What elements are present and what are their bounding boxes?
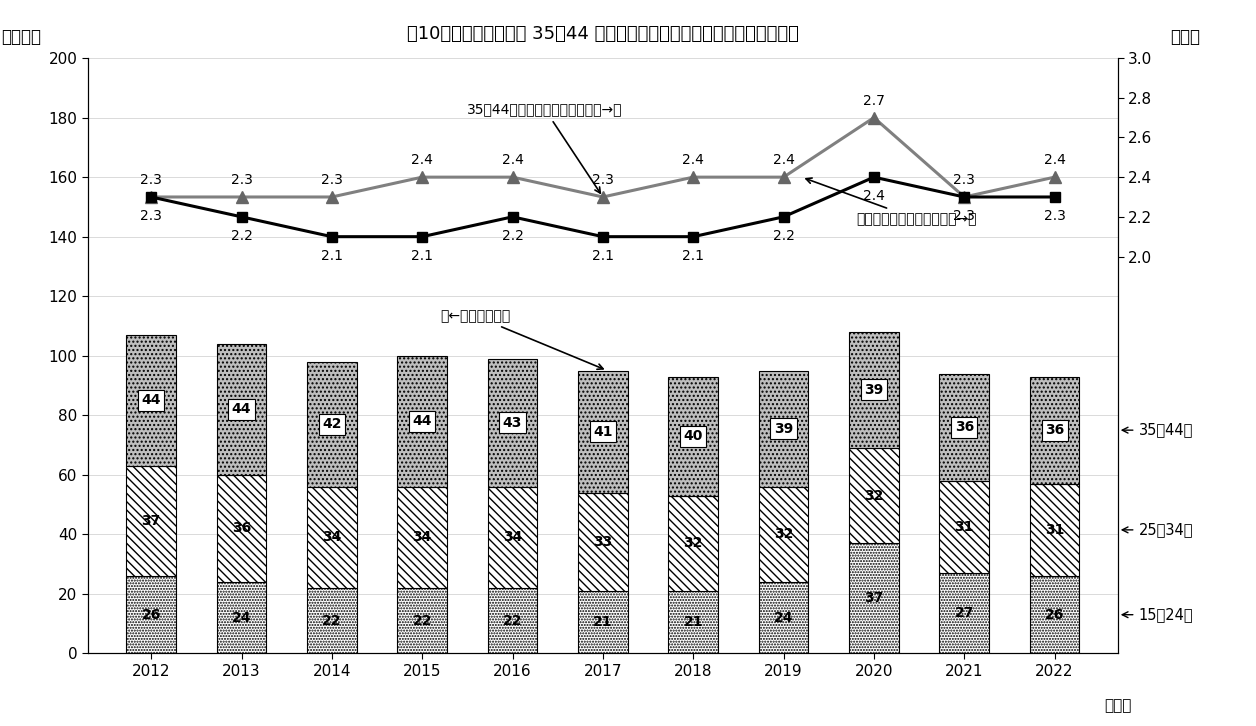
Text: 2.4: 2.4 bbox=[1044, 153, 1065, 167]
Text: （←左目盛）実数: （←左目盛）実数 bbox=[441, 309, 603, 370]
Text: 32: 32 bbox=[774, 527, 794, 542]
Text: 26: 26 bbox=[1045, 608, 1064, 621]
Text: 2.4: 2.4 bbox=[411, 153, 433, 167]
Text: 32: 32 bbox=[683, 537, 703, 550]
Text: 35～44歳: 35～44歳 bbox=[1122, 423, 1193, 438]
Bar bbox=[127, 576, 176, 653]
Text: 2.3: 2.3 bbox=[322, 173, 343, 187]
Text: 34: 34 bbox=[322, 530, 342, 544]
Text: 21: 21 bbox=[593, 615, 613, 629]
Text: 27: 27 bbox=[955, 606, 973, 620]
Text: 2.2: 2.2 bbox=[772, 229, 795, 242]
Text: 22: 22 bbox=[412, 613, 432, 628]
Bar bbox=[849, 543, 899, 653]
Text: 42: 42 bbox=[322, 417, 342, 431]
Bar bbox=[668, 377, 718, 496]
Bar bbox=[487, 588, 538, 653]
Bar bbox=[1030, 484, 1079, 576]
Bar bbox=[1030, 377, 1079, 484]
Bar bbox=[306, 362, 357, 486]
Text: 2.1: 2.1 bbox=[592, 248, 614, 263]
Bar bbox=[306, 588, 357, 653]
Text: 2.4: 2.4 bbox=[682, 153, 705, 167]
Text: 34: 34 bbox=[412, 530, 432, 544]
Text: 36: 36 bbox=[232, 521, 251, 535]
Bar bbox=[397, 486, 447, 588]
Text: 37: 37 bbox=[864, 592, 883, 605]
Text: 2.1: 2.1 bbox=[320, 248, 343, 263]
Text: 24: 24 bbox=[232, 611, 251, 624]
Text: 41: 41 bbox=[593, 425, 613, 439]
Text: 32: 32 bbox=[864, 489, 884, 502]
Text: 2.3: 2.3 bbox=[141, 173, 162, 187]
Bar bbox=[397, 356, 447, 486]
Text: 39: 39 bbox=[774, 422, 794, 436]
Text: 31: 31 bbox=[1045, 523, 1064, 537]
Text: 44: 44 bbox=[142, 393, 161, 407]
Text: 2.1: 2.1 bbox=[682, 248, 705, 263]
Text: 44: 44 bbox=[232, 402, 251, 416]
Text: 2.3: 2.3 bbox=[953, 173, 975, 187]
Bar bbox=[306, 486, 357, 588]
Text: 40: 40 bbox=[683, 429, 703, 443]
Text: 22: 22 bbox=[502, 613, 522, 628]
Text: （％）: （％） bbox=[1169, 28, 1199, 46]
Text: 44: 44 bbox=[412, 415, 432, 428]
Text: 34: 34 bbox=[502, 530, 522, 544]
Bar bbox=[217, 582, 266, 653]
Text: 43: 43 bbox=[502, 416, 522, 430]
Text: 2.4: 2.4 bbox=[772, 153, 795, 167]
Bar bbox=[939, 573, 990, 653]
Bar bbox=[397, 588, 447, 653]
Text: 36: 36 bbox=[955, 420, 973, 434]
Text: 24: 24 bbox=[774, 611, 794, 624]
Text: 2.4: 2.4 bbox=[863, 189, 884, 203]
Bar bbox=[668, 496, 718, 591]
Bar bbox=[668, 591, 718, 653]
Bar bbox=[759, 370, 809, 486]
Text: 2.3: 2.3 bbox=[592, 173, 614, 187]
Bar bbox=[759, 486, 809, 582]
Bar bbox=[578, 591, 628, 653]
Text: （万人）: （万人） bbox=[1, 28, 41, 46]
Text: 25～34歳: 25～34歳 bbox=[1122, 523, 1193, 537]
Bar bbox=[939, 481, 990, 573]
Bar bbox=[1030, 576, 1079, 653]
Text: 33: 33 bbox=[593, 535, 613, 549]
Text: （年）: （年） bbox=[1104, 698, 1132, 713]
Text: 2.3: 2.3 bbox=[1044, 209, 1065, 223]
Text: 2.3: 2.3 bbox=[231, 173, 252, 187]
Bar bbox=[849, 448, 899, 543]
Bar bbox=[578, 370, 628, 493]
Text: 2.7: 2.7 bbox=[863, 94, 884, 107]
Text: 39: 39 bbox=[864, 383, 883, 397]
Bar bbox=[578, 493, 628, 591]
Text: 22: 22 bbox=[322, 613, 342, 628]
Bar bbox=[217, 344, 266, 475]
Bar bbox=[217, 475, 266, 582]
Text: 2.2: 2.2 bbox=[231, 229, 252, 242]
Text: 36: 36 bbox=[1045, 423, 1064, 437]
Text: 26: 26 bbox=[142, 608, 161, 621]
Bar bbox=[849, 332, 899, 448]
Text: 31: 31 bbox=[955, 520, 973, 534]
Text: 21: 21 bbox=[683, 615, 703, 629]
Text: 2.1: 2.1 bbox=[411, 248, 433, 263]
Bar bbox=[127, 335, 176, 466]
Text: 2.2: 2.2 bbox=[501, 229, 524, 242]
Bar bbox=[759, 582, 809, 653]
Text: 37: 37 bbox=[142, 514, 161, 528]
Text: 2.3: 2.3 bbox=[953, 209, 975, 223]
Text: 若年無業者の割合（右目盛→）: 若年無業者の割合（右目盛→） bbox=[806, 178, 976, 226]
Bar bbox=[487, 359, 538, 486]
Text: 2.4: 2.4 bbox=[501, 153, 524, 167]
Text: 2.3: 2.3 bbox=[141, 209, 162, 223]
Title: 図10　若年無業者及び 35～44 歳無業者の数及び人口に占める割合の推移: 図10 若年無業者及び 35～44 歳無業者の数及び人口に占める割合の推移 bbox=[407, 25, 799, 43]
Bar bbox=[127, 466, 176, 576]
Text: 35～44歳無業者の割合（右目盛→）: 35～44歳無業者の割合（右目盛→） bbox=[467, 102, 623, 193]
Text: 15～24歳: 15～24歳 bbox=[1122, 607, 1193, 622]
Bar bbox=[487, 486, 538, 588]
Bar bbox=[939, 374, 990, 481]
